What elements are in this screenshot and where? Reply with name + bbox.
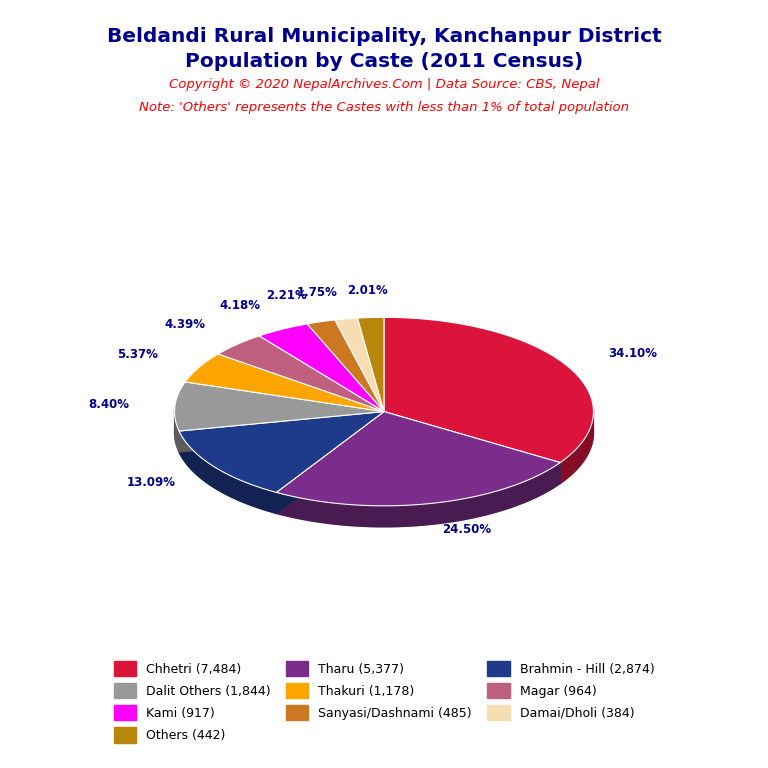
Polygon shape [307,320,384,412]
Legend: Chhetri (7,484), Dalit Others (1,844), Kami (917), Others (442), Tharu (5,377), : Chhetri (7,484), Dalit Others (1,844), K… [114,661,654,743]
Polygon shape [358,317,384,412]
Polygon shape [174,382,384,431]
Text: 24.50%: 24.50% [442,523,492,536]
Text: 5.37%: 5.37% [118,348,158,361]
Polygon shape [174,409,179,452]
Polygon shape [335,318,384,412]
Text: 34.10%: 34.10% [608,347,657,360]
Text: Note: 'Others' represents the Castes with less than 1% of total population: Note: 'Others' represents the Castes wit… [139,101,629,114]
Polygon shape [179,412,384,492]
Text: 8.40%: 8.40% [88,399,129,412]
Polygon shape [276,412,384,513]
Polygon shape [185,354,384,412]
Text: Population by Caste (2011 Census): Population by Caste (2011 Census) [185,52,583,71]
Polygon shape [276,412,384,513]
Text: 4.18%: 4.18% [219,299,260,312]
Polygon shape [218,336,384,412]
Polygon shape [260,324,384,412]
Text: Copyright © 2020 NepalArchives.Com | Data Source: CBS, Nepal: Copyright © 2020 NepalArchives.Com | Dat… [169,78,599,91]
Ellipse shape [174,338,594,527]
Text: 13.09%: 13.09% [127,475,176,488]
Polygon shape [179,431,276,513]
Polygon shape [276,412,560,506]
Polygon shape [276,462,560,527]
Polygon shape [384,412,560,484]
Text: 2.21%: 2.21% [266,290,307,303]
Text: 1.75%: 1.75% [297,286,338,299]
Polygon shape [179,412,384,452]
Polygon shape [179,412,384,452]
Text: 2.01%: 2.01% [347,284,388,297]
Text: Beldandi Rural Municipality, Kanchanpur District: Beldandi Rural Municipality, Kanchanpur … [107,27,661,46]
Polygon shape [384,412,560,484]
Text: 4.39%: 4.39% [164,319,205,331]
Polygon shape [560,410,594,484]
Polygon shape [384,317,594,462]
